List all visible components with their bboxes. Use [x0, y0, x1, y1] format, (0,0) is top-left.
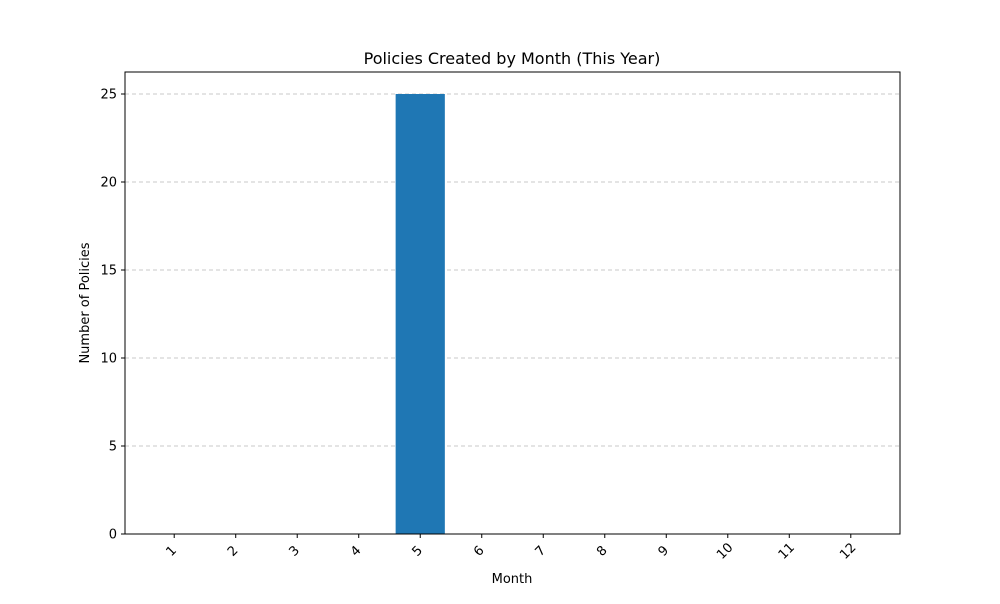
x-tick-label-9: 9	[656, 543, 672, 559]
x-tick-label-3: 3	[287, 543, 303, 559]
x-tick-label-7: 7	[533, 543, 549, 559]
y-tick-label-10: 10	[100, 352, 117, 367]
x-tick-label-8: 8	[594, 543, 610, 559]
x-tick-label-10: 10	[714, 540, 736, 562]
y-tick-label-25: 25	[100, 88, 117, 103]
x-axis: 1 2 3 4 5 6 7 8 9 10 11 12	[164, 534, 859, 563]
x-tick-label-11: 11	[776, 540, 798, 562]
x-tick-label-12: 12	[837, 540, 859, 562]
y-tick-label-20: 20	[100, 176, 117, 191]
y-tick-label-15: 15	[100, 264, 117, 279]
bars-layer	[395, 94, 445, 534]
chart-title: Policies Created by Month (This Year)	[364, 49, 661, 68]
y-tick-label-0: 0	[109, 528, 117, 543]
x-tick-label-5: 5	[410, 543, 426, 559]
x-tick-label-4: 4	[348, 543, 364, 559]
plot-frame	[124, 71, 901, 535]
y-axis: 0 5 10 15 20 25	[100, 88, 125, 543]
grid-layer	[125, 93, 900, 447]
y-tick-label-5: 5	[109, 440, 117, 455]
x-tick-label-1: 1	[164, 543, 180, 559]
x-axis-label: Month	[492, 572, 533, 587]
y-axis-label: Number of Policies	[78, 242, 93, 363]
x-tick-label-6: 6	[471, 543, 487, 559]
bar-month-5	[395, 94, 445, 534]
x-tick-label-2: 2	[225, 543, 241, 559]
